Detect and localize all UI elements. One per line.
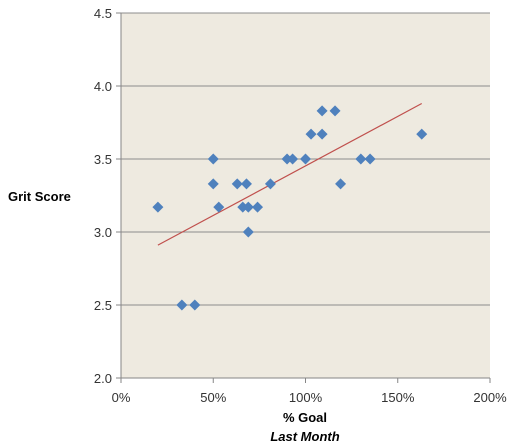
x-tick-label: 0% (112, 390, 131, 405)
x-tick-label: 200% (473, 390, 507, 405)
data-point-diamond (240, 178, 252, 190)
data-point-diamond (335, 178, 347, 190)
plot-background (121, 13, 490, 378)
x-tick-label: 150% (381, 390, 415, 405)
data-point-diamond (207, 178, 219, 190)
data-point-diamond (242, 226, 254, 238)
y-tick-label: 3.5 (94, 152, 112, 167)
data-point-diamond (152, 201, 164, 213)
y-tick-label: 4.5 (94, 6, 112, 21)
y-tick-label: 3.0 (94, 225, 112, 240)
data-point-diamond (316, 105, 328, 117)
x-tick-label: 50% (200, 390, 226, 405)
axis-ticks: 2.0 2.5 3.0 3.5 4.0 4.5 0% 50% 100% 150% 200% (94, 6, 507, 405)
data-point-diamond (242, 201, 254, 213)
data-point-diamond (355, 153, 367, 165)
data-point-diamond (264, 178, 276, 190)
data-point-diamond (329, 105, 341, 117)
y-tick-label: 2.0 (94, 371, 112, 386)
data-point-diamond (176, 299, 188, 311)
data-point-diamond (231, 178, 243, 190)
data-point-diamond (207, 153, 219, 165)
data-point-diamond (287, 153, 299, 165)
y-tick-label: 4.0 (94, 79, 112, 94)
data-point-diamond (189, 299, 201, 311)
data-point-diamond (281, 153, 293, 165)
data-point-diamond (305, 128, 317, 140)
x-tick-label: 100% (289, 390, 323, 405)
data-point-diamond (364, 153, 376, 165)
x-axis-subtitle: Last Month (270, 429, 339, 444)
data-point-diamond (237, 201, 249, 213)
data-point-diamond (416, 128, 428, 140)
y-tick-label: 2.5 (94, 298, 112, 313)
data-point-diamond (252, 201, 264, 213)
y-axis-title: Grit Score (8, 189, 71, 204)
data-point-diamond (213, 201, 225, 213)
x-axis-title: % Goal (283, 410, 327, 425)
data-point-diamond (316, 128, 328, 140)
trendline-group (157, 102, 423, 246)
data-point-diamond (300, 153, 311, 165)
trendline (157, 102, 423, 246)
data-points (152, 105, 428, 311)
